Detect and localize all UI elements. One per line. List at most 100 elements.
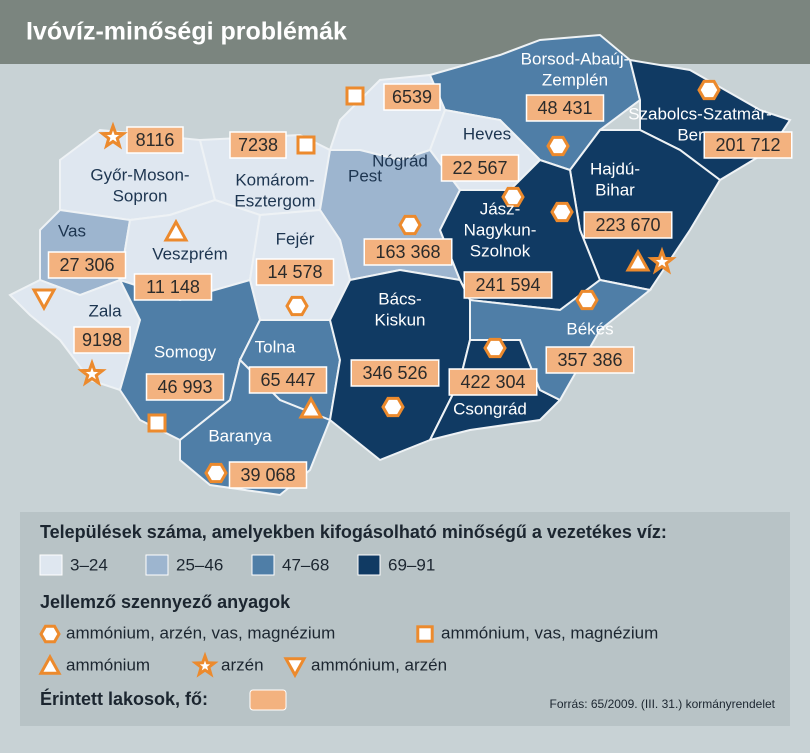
population-value: 27 306 [59,255,114,275]
symbol-triangle [38,653,62,675]
county-label: Bács- [378,289,421,308]
county-label: Győr-Moson- [90,165,189,184]
county-label: Sopron [113,186,168,205]
county-label: Pest [348,166,382,185]
county-label: Zala [88,301,122,320]
symbol-triangle [625,248,651,272]
population-box [525,94,605,122]
symbol-star [647,246,677,275]
class-label: 69–91 [388,555,435,574]
population-value: 7238 [238,135,278,155]
class-label: 25–46 [176,555,223,574]
population-box [133,273,213,301]
symbol-star [77,358,107,387]
symbol-label: ammónium, vas, magnézium [441,623,658,642]
county-label: Szolnok [470,241,531,260]
county-label: Hajdú- [590,159,640,178]
symbol-inverted-triangle [31,288,57,312]
title: Ivóvíz-minőségi problémák [26,18,347,46]
population-box [47,251,127,279]
symbol-hexagon [204,462,228,484]
legend: Települések száma, amelyekben kifogásolh… [38,522,776,711]
population-value: 14 578 [267,262,322,282]
population-box [229,131,287,159]
title-bar [0,0,810,64]
symbol-label: ammónium [66,655,150,674]
population-value: 22 567 [452,158,507,178]
population-value: 241 594 [475,275,540,295]
source: Forrás: 65/2009. (III. 31.) kormányrende… [550,697,776,711]
population-value: 9198 [82,330,122,350]
population-value: 11 148 [146,277,200,297]
symbol-square [416,625,434,643]
symbol-hexagon [697,79,721,101]
population-box [255,258,335,286]
county-label: Komárom- [235,170,314,189]
population-box [248,366,328,394]
population-box [583,211,673,239]
population-value: 65 447 [260,370,315,390]
population-value: 422 304 [460,372,525,392]
county-label: Csongrád [453,399,527,418]
population-box [545,346,635,374]
population-value: 6539 [392,87,432,107]
symbol-inverted-triangle [283,657,307,679]
symbol-square [296,135,316,155]
population-box [363,238,453,266]
symbol-hexagon [398,214,422,236]
county-label: Fejér [276,229,315,248]
symbol-label: ammónium, arzén [311,655,447,674]
county-label: Nagykun- [464,220,537,239]
legend-population-title: Érintett lakosok, fő: [40,688,208,709]
county-label: Békés [566,319,613,338]
county-label: Kiskun [374,310,425,329]
population-box [383,83,441,111]
population-value: 357 386 [557,350,622,370]
legend-classes-title: Települések száma, amelyekben kifogásolh… [40,522,667,542]
map: Győr-Moson- Sopron 8116 Komárom- Esztergom 72… [8,33,793,497]
symbol-square [345,86,365,106]
county-label: Tolna [255,337,296,356]
population-swatch [249,689,287,711]
class-swatch [357,554,381,576]
county-label: Szabolcs-Szatmár- [628,104,772,123]
symbol-hexagon [575,289,599,311]
symbol-hexagon [550,201,574,223]
symbol-triangle [163,218,189,242]
population-value: 8116 [136,130,175,150]
legend-box [20,512,790,726]
population-value: 346 526 [362,363,427,383]
symbol-hexagon [381,396,405,418]
population-value: 201 712 [715,135,780,155]
county-label: Baranya [208,426,272,445]
population-value: 48 431 [537,98,592,118]
symbol-hexagon [546,135,570,157]
symbol-triangle [298,395,324,419]
class-label: 3–24 [70,555,108,574]
population-box [703,131,793,159]
population-value: 39 068 [240,465,295,485]
class-swatch [145,554,169,576]
county-label: Veszprém [152,244,228,263]
county-label: Esztergom [234,191,315,210]
population-box [440,154,520,182]
class-label: 47–68 [282,555,329,574]
class-swatch [251,554,275,576]
county-label: Bihar [595,180,635,199]
symbol-star [191,651,219,678]
population-box [463,271,553,299]
symbol-label: ammónium, arzén, vas, magnézium [66,623,335,642]
symbol-star [98,121,128,150]
county-label: Heves [463,124,511,143]
county-label: Zemplén [542,70,608,89]
county-label: Somogy [154,342,217,361]
symbol-hexagon [501,186,525,208]
population-box [145,373,225,401]
population-box [448,368,538,396]
symbol-hexagon [39,624,61,644]
symbol-hexagon [483,337,507,359]
class-swatch [39,554,63,576]
county-label: Jász- [480,199,521,218]
symbol-label: arzén [221,655,264,674]
